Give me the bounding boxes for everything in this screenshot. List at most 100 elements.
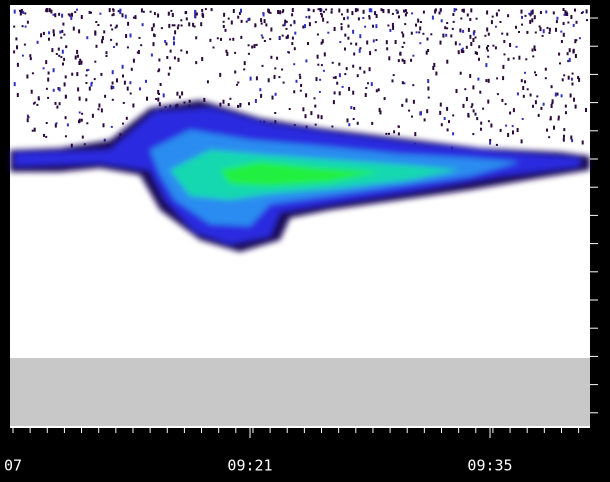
speckle-dot <box>520 139 523 144</box>
speckle-dot <box>501 98 504 102</box>
speckle-dot <box>391 79 394 83</box>
speckle-dot <box>454 41 457 46</box>
speckle-dot <box>418 31 421 34</box>
speckle-dot <box>487 55 490 58</box>
speckle-dot <box>319 8 322 12</box>
speckle-dot <box>222 25 225 28</box>
speckle-dot <box>146 96 148 101</box>
speckle-dot <box>229 97 232 100</box>
speckle-dot <box>319 78 322 81</box>
speckle-dot <box>477 77 480 81</box>
speckle-dot <box>43 133 45 137</box>
speckle-dot <box>378 107 381 112</box>
speckle-dot <box>260 18 263 23</box>
speckle-dot <box>16 45 18 50</box>
speckle-dot <box>345 67 348 71</box>
speckle-dot <box>237 104 239 108</box>
speckle-dot <box>20 9 23 13</box>
speckle-dot <box>126 46 129 49</box>
speckle-dot <box>115 24 118 28</box>
speckle-dot <box>90 81 93 84</box>
speckle-dot <box>374 11 377 16</box>
speckle-dot <box>122 101 125 104</box>
speckle-dot <box>320 13 323 18</box>
speckle-dot <box>331 61 334 64</box>
speckle-dot <box>563 74 566 77</box>
speckle-dot <box>352 90 355 95</box>
speckle-dot <box>478 57 480 61</box>
speckle-dot <box>446 22 449 24</box>
speckle-dot <box>210 8 213 12</box>
speckle-dot <box>249 76 252 81</box>
speckle-dot <box>453 8 456 13</box>
speckle-dot <box>100 72 103 76</box>
speckle-dot <box>474 51 477 55</box>
speckle-dot <box>507 14 510 18</box>
speckle-dot <box>176 26 179 30</box>
speckle-dot <box>40 33 43 38</box>
speckle-dot <box>201 57 204 61</box>
speckle-dot <box>552 11 555 15</box>
speckle-dot <box>411 12 414 15</box>
speckle-dot <box>278 36 281 39</box>
speckle-dot <box>46 8 49 13</box>
speckle-dot <box>88 10 91 14</box>
speckle-dot <box>482 107 485 110</box>
speckle-dot <box>389 28 392 32</box>
speckle-dot <box>408 109 411 112</box>
speckle-dot <box>352 118 355 120</box>
speckle-dot <box>52 29 55 34</box>
speckle-dot <box>21 54 24 57</box>
speckle-dot <box>116 78 118 83</box>
x-tick-label: 07 <box>4 457 22 475</box>
speckle-dot <box>45 122 48 124</box>
speckle-dot <box>19 9 21 12</box>
speckle-dot <box>125 116 128 120</box>
speckle-dot <box>387 24 390 27</box>
speckle-dot <box>541 34 544 37</box>
speckle-dot <box>253 44 256 49</box>
speckle-dot <box>117 10 120 13</box>
speckle-dot <box>388 56 391 61</box>
speckle-dot <box>222 99 225 104</box>
speckle-dot <box>322 17 325 22</box>
speckle-dot <box>404 9 407 13</box>
speckle-dot <box>502 76 505 81</box>
speckle-dot <box>443 117 446 120</box>
speckle-dot <box>578 37 581 40</box>
speckle-dot <box>177 24 180 27</box>
speckle-dot <box>452 13 455 16</box>
speckle-dot <box>162 93 165 98</box>
speckle-dot <box>438 11 441 15</box>
speckle-dot <box>544 77 547 80</box>
speckle-dot <box>323 52 326 57</box>
speckle-dot <box>74 11 77 14</box>
speckle-dot <box>494 46 497 50</box>
speckle-dot <box>234 51 237 54</box>
speckle-dot <box>226 52 229 56</box>
speckle-dot <box>358 48 361 53</box>
speckle-dot <box>300 84 303 87</box>
speckle-dot <box>122 74 124 78</box>
speckle-dot <box>281 68 284 71</box>
speckle-dot <box>219 102 222 107</box>
speckle-dot <box>302 25 305 29</box>
speckle-dot <box>490 20 493 25</box>
speckle-dot <box>521 118 524 120</box>
speckle-dot <box>129 92 132 95</box>
speckle-dot <box>427 79 430 83</box>
speckle-dot <box>476 51 478 55</box>
speckle-dot <box>404 13 407 17</box>
speckle-dot <box>152 42 155 47</box>
speckle-dot <box>314 104 317 108</box>
speckle-dot <box>48 31 51 35</box>
speckle-dot <box>434 9 437 14</box>
speckle-dot <box>22 10 25 14</box>
speckle-dot <box>419 26 422 31</box>
speckle-dot <box>452 132 455 136</box>
speckle-dot <box>142 10 145 13</box>
speckle-dot <box>327 31 330 34</box>
speckle-dot <box>64 135 67 138</box>
